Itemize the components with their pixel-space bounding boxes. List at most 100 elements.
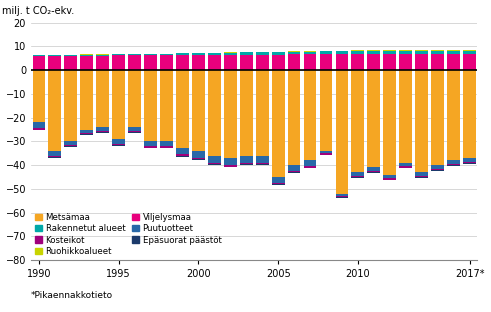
Bar: [383, 50, 396, 51]
Bar: [144, 146, 157, 148]
Bar: [335, 196, 348, 197]
Bar: [176, 70, 189, 149]
Bar: [447, 160, 460, 164]
Bar: [383, 54, 396, 70]
Bar: [352, 50, 364, 51]
Bar: [256, 55, 269, 70]
Bar: [224, 55, 237, 70]
Bar: [112, 139, 125, 144]
Bar: [32, 128, 45, 130]
Bar: [415, 176, 428, 177]
Text: milj. t CO₂-ekv.: milj. t CO₂-ekv.: [2, 6, 74, 16]
Bar: [192, 159, 205, 160]
Bar: [335, 197, 348, 198]
Bar: [367, 70, 380, 168]
Bar: [431, 50, 444, 51]
Bar: [240, 163, 252, 164]
Bar: [81, 55, 93, 56]
Bar: [399, 166, 412, 168]
Bar: [128, 56, 141, 70]
Bar: [49, 151, 61, 156]
Bar: [208, 55, 221, 70]
Bar: [431, 165, 444, 169]
Bar: [208, 53, 221, 55]
Bar: [192, 70, 205, 151]
Bar: [192, 53, 205, 55]
Bar: [32, 122, 45, 128]
Bar: [320, 153, 332, 155]
Bar: [144, 56, 157, 70]
Bar: [320, 51, 332, 54]
Bar: [431, 70, 444, 165]
Bar: [64, 146, 77, 147]
Bar: [431, 169, 444, 170]
Bar: [128, 54, 141, 56]
Bar: [96, 70, 109, 127]
Bar: [64, 141, 77, 145]
Bar: [463, 51, 476, 54]
Bar: [288, 165, 300, 171]
Bar: [96, 127, 109, 131]
Bar: [335, 51, 348, 54]
Legend: Metsämaa, Rakennetut alueet, Kosteikot, Ruohikkoalueet, Viljelysmaa, Puutuotteet: Metsämaa, Rakennetut alueet, Kosteikot, …: [35, 213, 221, 256]
Bar: [352, 70, 364, 172]
Bar: [208, 164, 221, 165]
Bar: [303, 54, 316, 70]
Bar: [272, 183, 284, 184]
Bar: [303, 166, 316, 168]
Bar: [160, 141, 173, 146]
Bar: [447, 51, 460, 54]
Bar: [208, 70, 221, 156]
Bar: [272, 70, 284, 177]
Bar: [128, 127, 141, 131]
Bar: [160, 70, 173, 141]
Bar: [367, 50, 380, 51]
Bar: [224, 70, 237, 158]
Bar: [447, 164, 460, 165]
Bar: [32, 55, 45, 56]
Bar: [64, 55, 77, 56]
Bar: [224, 53, 237, 55]
Bar: [288, 54, 300, 70]
Bar: [303, 70, 316, 160]
Bar: [176, 53, 189, 55]
Bar: [367, 51, 380, 54]
Bar: [256, 70, 269, 156]
Bar: [383, 178, 396, 180]
Bar: [415, 177, 428, 178]
Bar: [320, 151, 332, 153]
Bar: [176, 55, 189, 70]
Bar: [240, 164, 252, 165]
Bar: [303, 52, 316, 54]
Bar: [352, 176, 364, 177]
Bar: [144, 141, 157, 146]
Bar: [112, 144, 125, 145]
Bar: [96, 55, 109, 56]
Bar: [208, 156, 221, 163]
Bar: [272, 184, 284, 185]
Text: *Pikaennakkotieto: *Pikaennakkotieto: [31, 291, 113, 300]
Bar: [335, 70, 348, 193]
Bar: [240, 52, 252, 55]
Bar: [399, 51, 412, 54]
Bar: [81, 133, 93, 134]
Bar: [447, 70, 460, 160]
Bar: [320, 70, 332, 151]
Bar: [176, 156, 189, 157]
Bar: [240, 70, 252, 156]
Bar: [399, 163, 412, 166]
Bar: [415, 51, 428, 54]
Bar: [288, 70, 300, 165]
Bar: [192, 55, 205, 70]
Bar: [352, 51, 364, 54]
Bar: [49, 55, 61, 56]
Bar: [447, 50, 460, 51]
Bar: [415, 172, 428, 176]
Bar: [431, 51, 444, 54]
Bar: [431, 54, 444, 70]
Bar: [415, 54, 428, 70]
Bar: [32, 56, 45, 70]
Bar: [160, 54, 173, 56]
Bar: [96, 132, 109, 133]
Bar: [272, 177, 284, 183]
